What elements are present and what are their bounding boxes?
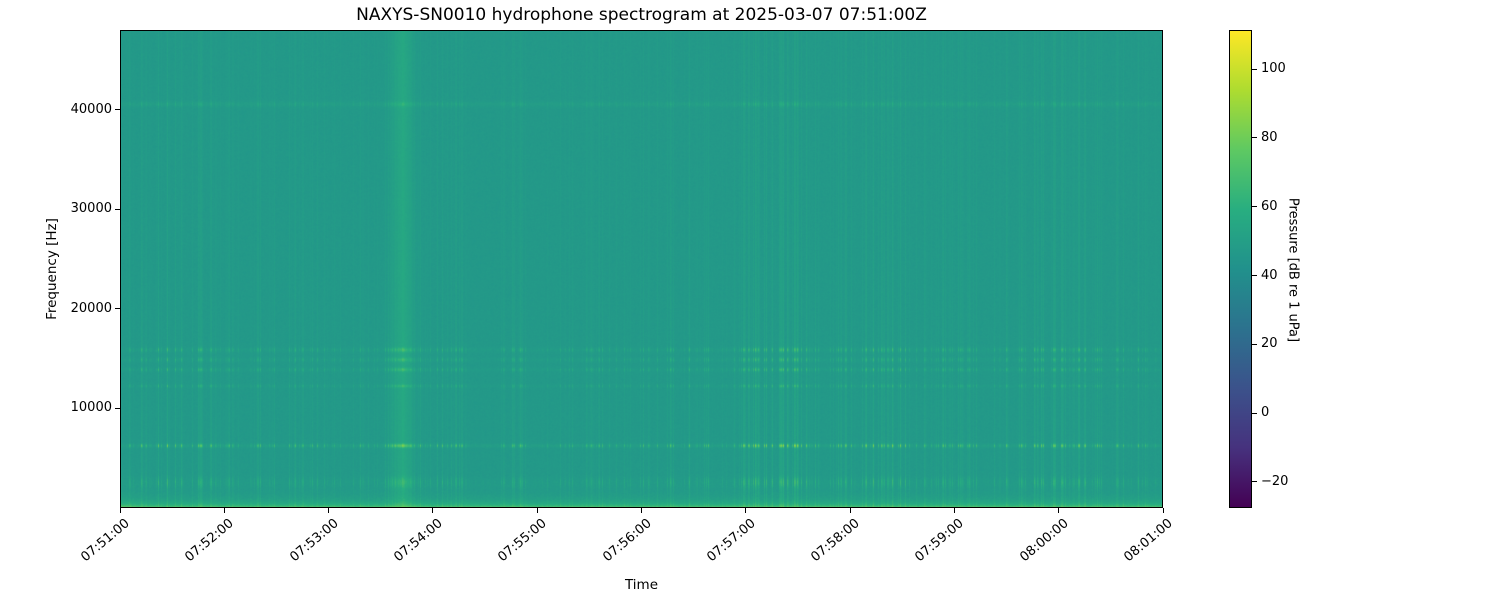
colorbar-gradient: [1230, 31, 1251, 507]
colorbar-tick-label: 20: [1261, 336, 1278, 352]
colorbar-tick-label: 40: [1261, 267, 1278, 283]
x-tick-label: 08:01:00: [1121, 516, 1176, 566]
colorbar-tick-mark: [1252, 137, 1257, 139]
x-tick-mark: [432, 508, 434, 513]
colorbar-tick-mark: [1252, 68, 1257, 70]
colorbar-tick-label: 100: [1261, 61, 1286, 77]
colorbar-tick-label: 80: [1261, 129, 1278, 145]
x-tick-mark: [849, 508, 851, 513]
y-tick-mark: [115, 109, 120, 111]
x-tick-label: 07:52:00: [182, 516, 237, 566]
colorbar-tick-mark: [1252, 206, 1257, 208]
x-axis-label: Time: [624, 577, 659, 593]
x-tick-mark: [1162, 508, 1164, 513]
colorbar-label: Pressure [dB re 1 uPa]: [1285, 197, 1301, 343]
x-tick-label: 07:55:00: [495, 516, 550, 566]
colorbar: [1229, 30, 1252, 508]
x-tick-label: 08:00:00: [1016, 516, 1072, 566]
y-tick-label: 30000: [70, 201, 112, 217]
colorbar-tick-label: 0: [1261, 405, 1270, 421]
colorbar-tick-label: 60: [1261, 198, 1278, 214]
colorbar-tick-mark: [1252, 481, 1257, 483]
x-tick-mark: [119, 508, 121, 513]
plot-area: [120, 30, 1163, 508]
y-tick-mark: [115, 208, 120, 210]
x-tick-label: 07:57:00: [704, 516, 759, 566]
colorbar-tick-mark: [1252, 275, 1257, 277]
y-tick-label: 40000: [70, 101, 112, 117]
spectrogram-image: [121, 31, 1162, 507]
x-tick-mark: [223, 508, 225, 513]
x-tick-mark: [953, 508, 955, 513]
chart-title: NAXYS-SN0010 hydrophone spectrogram at 2…: [356, 5, 927, 25]
x-tick-mark: [536, 508, 538, 513]
colorbar-tick-label: −20: [1261, 473, 1289, 489]
x-tick-label: 07:51:00: [78, 516, 133, 566]
colorbar-tick-mark: [1252, 412, 1257, 414]
x-tick-mark: [328, 508, 330, 513]
x-tick-mark: [1058, 508, 1060, 513]
x-tick-label: 07:53:00: [286, 516, 342, 566]
x-tick-label: 07:54:00: [391, 516, 446, 566]
x-tick-label: 07:56:00: [599, 516, 655, 566]
y-tick-mark: [115, 308, 120, 310]
x-tick-mark: [641, 508, 642, 513]
y-tick-label: 10000: [70, 400, 112, 416]
x-tick-mark: [745, 508, 747, 513]
x-tick-label: 07:58:00: [808, 516, 863, 566]
y-tick-label: 20000: [70, 300, 112, 316]
colorbar-tick-mark: [1252, 343, 1257, 345]
y-tick-mark: [115, 407, 120, 409]
x-tick-label: 07:59:00: [912, 516, 968, 566]
